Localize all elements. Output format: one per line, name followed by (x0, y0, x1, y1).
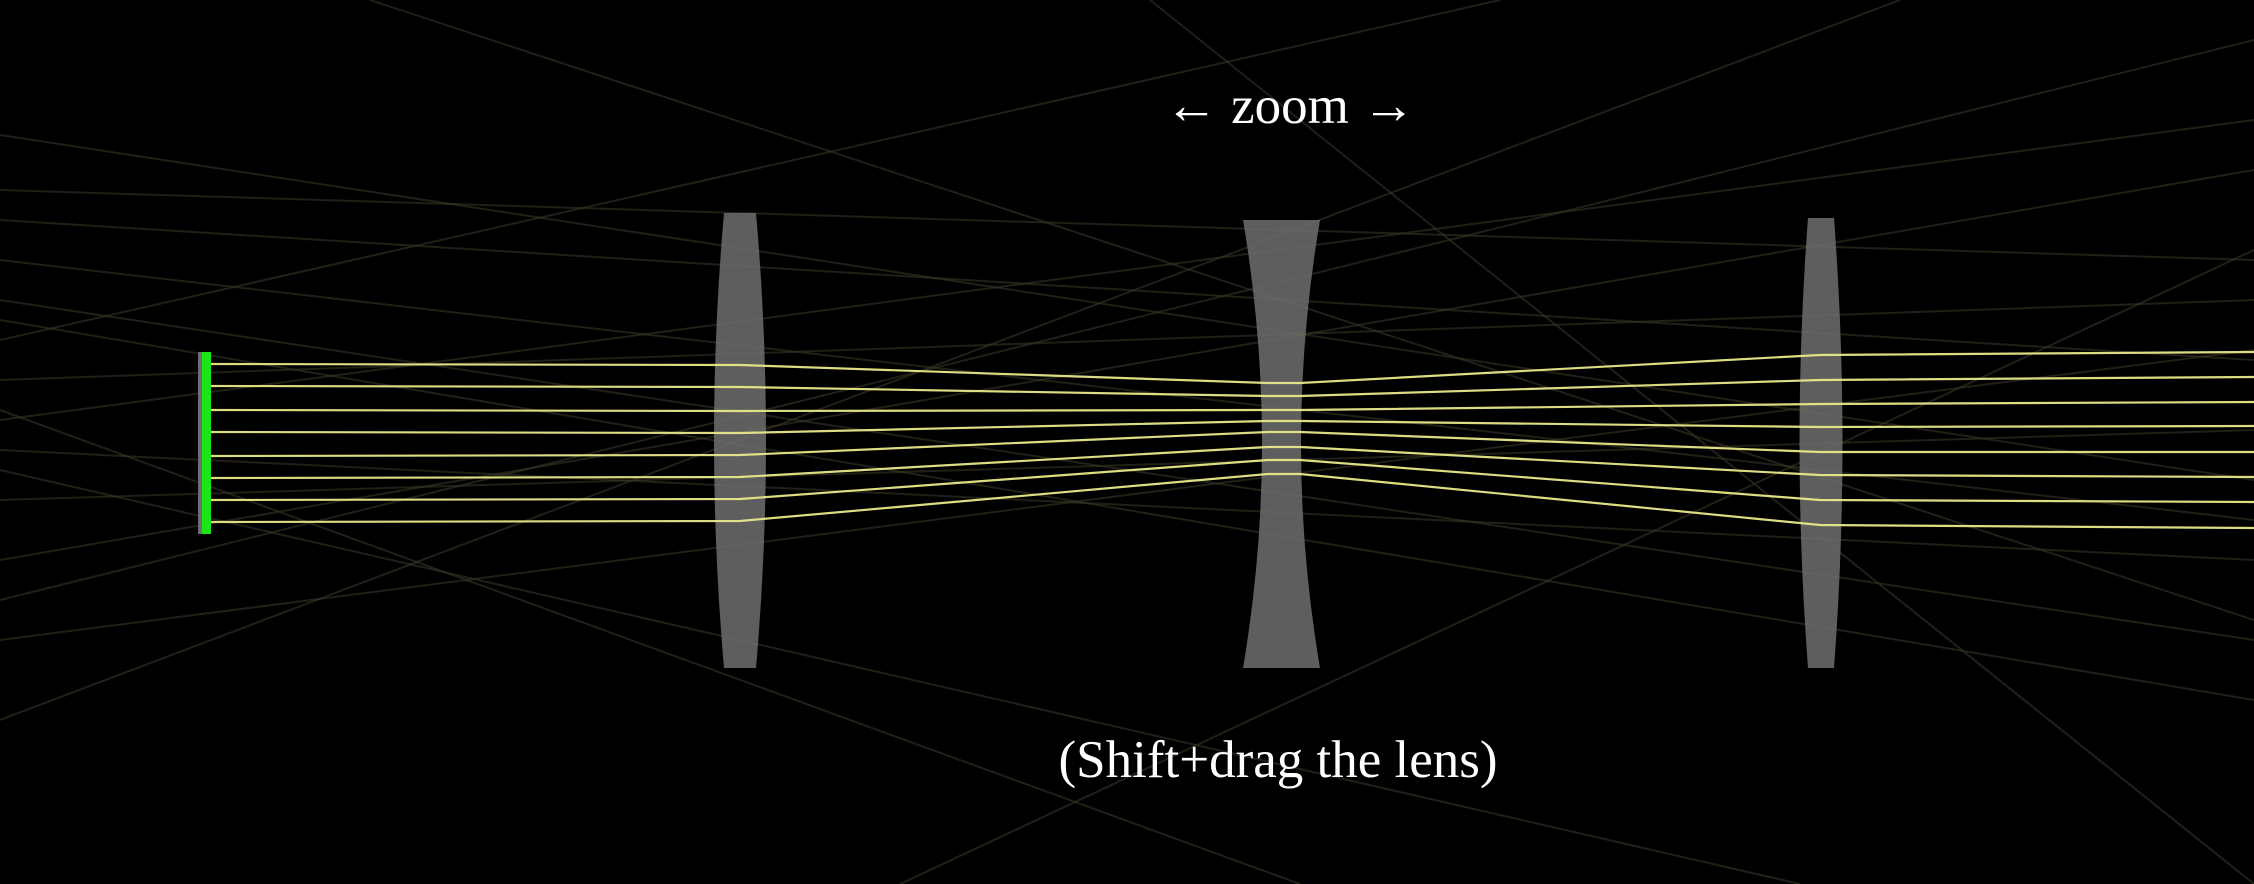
ray-bundle-layer (209, 350, 2254, 530)
concave-lens-middle[interactable] (1243, 220, 1320, 668)
stray-ray (0, 119, 2254, 421)
light-ray (209, 445, 2254, 480)
stray-ray (369, 0, 2254, 621)
stray-ray (0, 169, 2254, 561)
stray-ray (0, 219, 2254, 361)
light-ray (209, 458, 2254, 504)
light-ray (209, 430, 2254, 458)
stray-ray (0, 449, 2254, 561)
stray-ray (1149, 0, 2254, 884)
convex-lens-left[interactable] (714, 213, 766, 668)
stray-ray (0, 469, 1801, 884)
shift-drag-hint: (Shift+drag the lens) (1058, 731, 1498, 789)
lens-group (714, 213, 1843, 668)
light-ray (209, 400, 2254, 413)
stray-ray (0, 319, 2254, 701)
stray-ray (0, 189, 2254, 261)
light-ray (209, 375, 2254, 398)
stray-ray (0, 259, 2254, 521)
stray-ray (0, 134, 2254, 481)
convex-lens-right[interactable] (1799, 218, 1843, 668)
stray-ray (899, 249, 2254, 884)
zoom-hint[interactable]: ← zoom → (1164, 77, 1416, 135)
light-ray (209, 419, 2254, 435)
light-ray (209, 350, 2254, 385)
light-source-bar (202, 352, 211, 534)
stray-ray (0, 0, 1501, 341)
stray-ray (0, 409, 1301, 884)
stray-ray (0, 0, 1901, 721)
stray-ray (0, 349, 2254, 641)
stray-ray (0, 299, 2254, 381)
light-source-housing (198, 352, 205, 534)
light-source[interactable] (198, 352, 211, 534)
stray-ray (0, 429, 2254, 501)
stray-ray (0, 39, 2254, 601)
light-ray (209, 472, 2254, 530)
